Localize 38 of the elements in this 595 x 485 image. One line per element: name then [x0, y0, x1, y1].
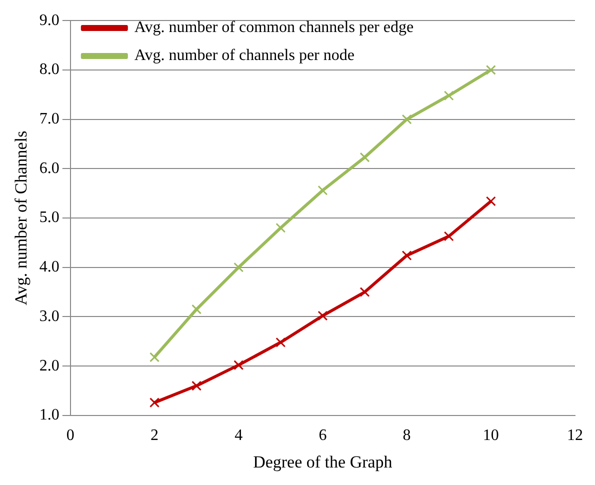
x-tick-label: 4	[234, 427, 243, 444]
point	[318, 310, 328, 321]
x-tick-label: 12	[567, 427, 583, 444]
point	[150, 352, 160, 362]
y-tick-label: 2.0	[39, 357, 60, 374]
point	[444, 231, 454, 242]
point	[402, 250, 412, 260]
legend-label: Avg. number of channels per node	[134, 47, 354, 64]
point	[234, 262, 244, 272]
x-tick-label: 6	[318, 427, 327, 444]
point	[192, 380, 202, 391]
point	[276, 222, 286, 233]
point	[486, 196, 496, 206]
y-tick-label: 6.0	[39, 160, 60, 177]
point	[360, 287, 370, 298]
point	[192, 304, 202, 314]
point	[150, 398, 160, 408]
y-axis-title: Avg. number of Channels	[12, 130, 31, 306]
x-tick-label: 0	[66, 427, 74, 444]
x-tick-label: 10	[482, 427, 499, 444]
point	[444, 90, 454, 101]
y-tick-label: 8.0	[39, 61, 60, 78]
legend-label: Avg. number of common channels per edge	[134, 19, 414, 36]
point	[486, 64, 496, 75]
x-tick-label: 2	[150, 427, 158, 444]
x-tick-label: 8	[402, 427, 411, 444]
point	[402, 114, 412, 124]
point	[276, 337, 286, 348]
point	[318, 185, 328, 196]
y-tick-label: 7.0	[39, 110, 60, 128]
y-tick-label: 1.0	[39, 406, 60, 424]
y-tick-label: 9.0	[39, 12, 60, 29]
point	[234, 360, 244, 370]
y-tick-label: 5.0	[39, 209, 60, 226]
point	[360, 152, 370, 162]
y-tick-label: 4.0	[39, 258, 60, 276]
y-tick-label: 3.0	[39, 308, 60, 325]
x-axis-title: Degree of the Graph	[253, 452, 393, 472]
